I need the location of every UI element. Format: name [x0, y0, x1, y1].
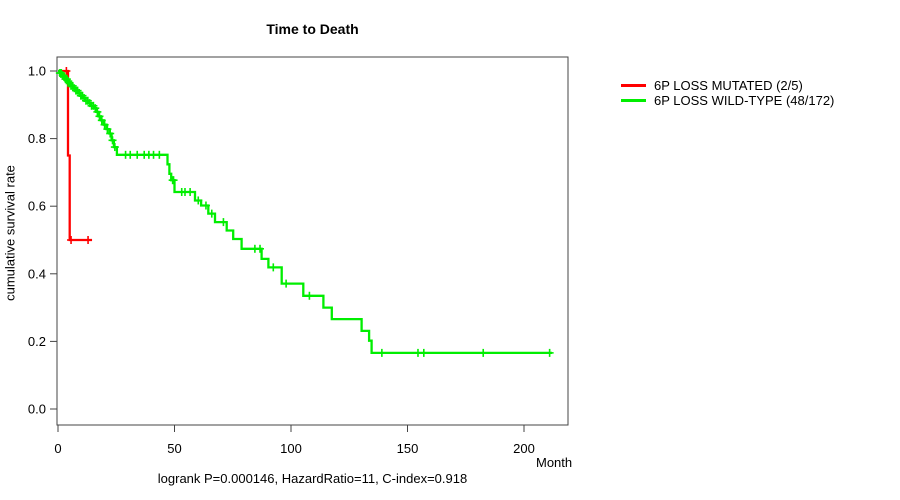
km-curve-1 [58, 69, 552, 355]
x-tick-label: 150 [397, 441, 419, 456]
legend-item-mutated: 6P LOSS MUTATED (2/5) [621, 78, 834, 93]
page-title: Time to Death [266, 21, 359, 37]
legend-swatch-wildtype [621, 99, 646, 102]
x-tick-label: 100 [280, 441, 302, 456]
legend: 6P LOSS MUTATED (2/5) 6P LOSS WILD-TYPE … [621, 78, 834, 108]
km-curve-0 [58, 69, 92, 242]
y-tick-label: 0.2 [28, 334, 46, 349]
legend-item-wildtype: 6P LOSS WILD-TYPE (48/172) [621, 93, 834, 108]
censor-marks-1 [55, 69, 554, 357]
y-tick-label: 0.4 [28, 266, 46, 281]
censor-marks-0 [62, 67, 93, 244]
x-tick-label: 0 [54, 441, 61, 456]
x-tick-label: 200 [513, 441, 535, 456]
y-tick-label: 0.8 [28, 131, 46, 146]
x-axis-label: Month [536, 455, 573, 470]
legend-label-wildtype: 6P LOSS WILD-TYPE (48/172) [654, 93, 835, 108]
y-tick-label: 0.6 [28, 199, 46, 214]
y-tick-label: 1.0 [28, 64, 46, 79]
legend-swatch-mutated [621, 84, 646, 87]
y-tick-label: 0.0 [28, 402, 46, 417]
x-tick-label: 50 [167, 441, 181, 456]
footer-stats: logrank P=0.000146, HazardRatio=11, C-in… [157, 471, 468, 486]
legend-label-mutated: 6P LOSS MUTATED (2/5) [654, 78, 803, 93]
y-axis-label: cumulative survival rate [2, 165, 18, 301]
plot-box [56, 56, 569, 426]
